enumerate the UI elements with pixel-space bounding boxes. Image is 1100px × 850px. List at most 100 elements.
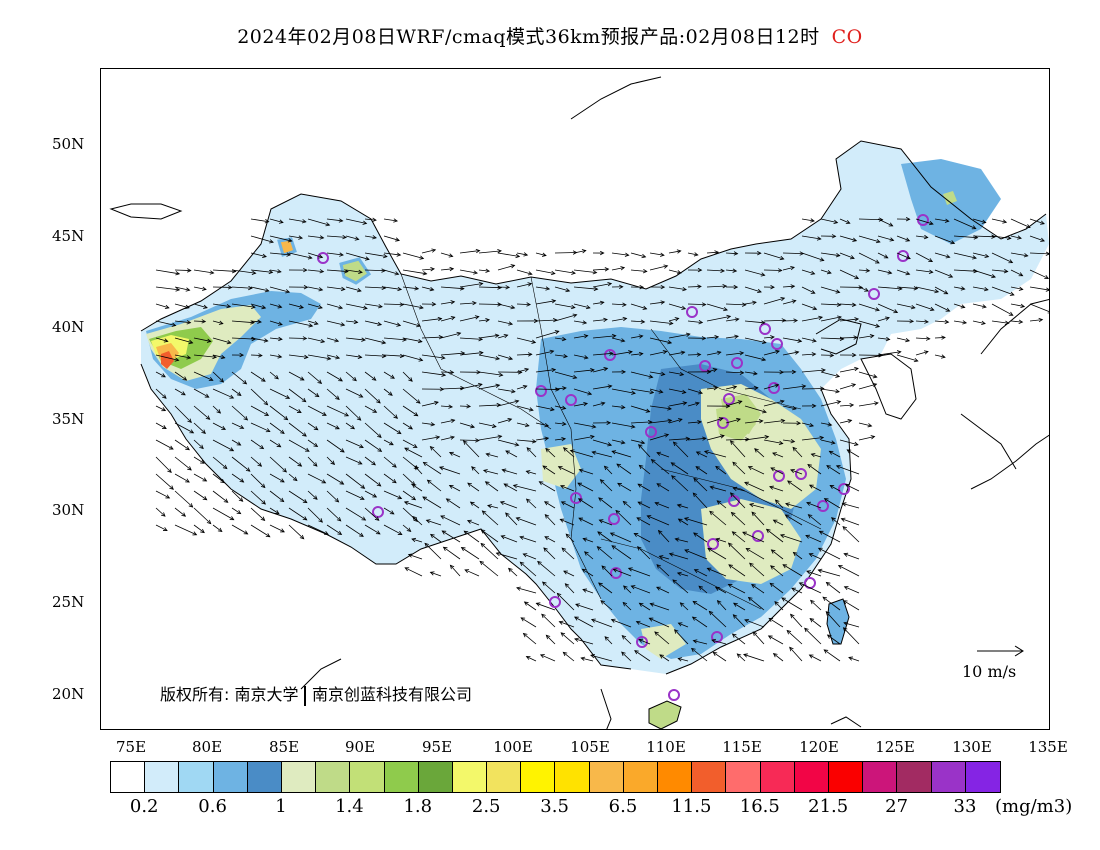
wind-arrow-head: [495, 383, 501, 388]
wind-arrow-head: [692, 600, 698, 606]
wind-arrow: [604, 636, 613, 645]
wind-arrow-head: [598, 519, 604, 524]
wind-arrow-head: [754, 448, 759, 453]
wind-arrow-head: [475, 248, 481, 254]
wind-arrow-head: [396, 252, 402, 257]
wind-arrow: [231, 405, 248, 421]
wind-arrow-head: [962, 320, 968, 325]
wind-arrow-head: [362, 220, 368, 225]
wind-arrow-head: [480, 542, 486, 548]
wind-arrow-head: [299, 304, 304, 309]
wind-arrow: [845, 484, 860, 492]
wind-arrow-head: [531, 339, 537, 344]
wind-arrow-head: [654, 501, 660, 506]
wind-arrow-head: [645, 408, 651, 413]
wind-arrow: [1029, 269, 1049, 279]
wind-arrow-head: [565, 533, 571, 539]
wind-arrow: [706, 417, 723, 424]
wind-arrow: [675, 538, 689, 543]
wind-arrow-head: [160, 512, 166, 517]
wind-arrow-head: [508, 321, 514, 326]
wind-arrow-head: [429, 445, 435, 451]
wind-arrow: [414, 466, 423, 475]
wind-arrow-head: [668, 552, 674, 557]
wind-arrow: [383, 252, 401, 256]
wind-arrow: [345, 235, 359, 240]
wind-arrow-head: [621, 369, 627, 375]
wind-arrow: [212, 320, 223, 325]
wind-arrow: [250, 320, 262, 323]
wind-arrow-head: [431, 248, 437, 253]
wind-arrow-head: [578, 468, 584, 473]
wind-arrow-head: [612, 568, 618, 573]
wind-arrow-head: [335, 355, 341, 360]
wind-arrow: [193, 507, 212, 524]
wind-arrow-head: [831, 517, 836, 522]
wind-arrow-head: [429, 571, 435, 576]
wind-arrow: [615, 510, 632, 526]
wind-arrow: [412, 516, 423, 526]
wind-arrow-head: [479, 560, 485, 566]
wind-arrow-head: [450, 316, 456, 321]
wind-arrow-head: [1004, 320, 1010, 325]
wind-arrow: [307, 252, 323, 258]
wind-arrow-head: [648, 374, 654, 379]
wind-arrow-head: [647, 419, 653, 425]
wind-arrow-head: [835, 464, 841, 470]
wind-arrow: [288, 473, 298, 481]
wind-arrow-head: [577, 498, 583, 503]
wind-arrow: [231, 303, 256, 308]
wind-arrow-head: [321, 479, 327, 484]
wind-arrow-head: [339, 252, 344, 257]
wind-arrow: [288, 490, 308, 503]
wind-arrow: [820, 218, 838, 224]
wind-arrow-head: [564, 583, 570, 588]
wind-arrow: [953, 218, 976, 229]
wind-arrow: [768, 635, 784, 645]
wind-arrow-head: [883, 254, 889, 259]
wind-arrow-head: [466, 519, 472, 524]
wind-arrow-head: [285, 394, 291, 399]
wind-arrow-head: [1006, 235, 1012, 241]
wind-arrow-head: [734, 317, 740, 322]
wind-arrow: [623, 585, 632, 594]
wind-arrow-head: [449, 564, 455, 570]
wind-arrow: [801, 316, 823, 322]
wind-arrow-head: [827, 422, 833, 427]
wind-arrow-head: [187, 268, 192, 273]
wind-arrow: [155, 524, 168, 531]
wind-arrow: [787, 480, 803, 492]
wind-arrow-head: [524, 367, 530, 373]
wind-arrow-head: [872, 374, 878, 379]
wind-arrow-head: [944, 319, 950, 325]
wind-arrow-head: [344, 269, 349, 274]
wind-arrow-head: [693, 477, 698, 483]
wind-arrow: [611, 388, 636, 394]
wind-arrow-head: [820, 386, 825, 391]
wind-arrow-head: [396, 429, 402, 435]
wind-arrow: [288, 422, 307, 437]
wind-arrow: [611, 267, 625, 271]
wind-arrow: [649, 320, 673, 324]
wind-arrow: [174, 269, 191, 271]
wind-arrow: [421, 249, 436, 254]
wind-arrow-head: [287, 238, 293, 243]
wind-arrow-head: [204, 393, 210, 398]
wind-arrow: [565, 583, 575, 594]
wind-arrow: [638, 444, 651, 458]
wind-arrow: [479, 561, 499, 577]
wind-arrow: [915, 235, 928, 238]
wind-arrow: [763, 400, 785, 407]
wind-arrow-head: [313, 320, 319, 326]
wind-arrow-head: [607, 442, 613, 447]
wind-arrow-head: [701, 302, 707, 307]
wind-arrow-head: [765, 528, 771, 534]
wind-arrow-head: [497, 434, 503, 439]
wind-arrow-head: [268, 269, 274, 275]
wind-arrow: [684, 549, 708, 560]
wind-arrow-head: [808, 484, 814, 489]
wind-arrow: [843, 627, 860, 645]
wind-arrow-head: [450, 435, 455, 440]
wind-arrow: [516, 353, 532, 356]
wind-arrow: [250, 371, 266, 382]
